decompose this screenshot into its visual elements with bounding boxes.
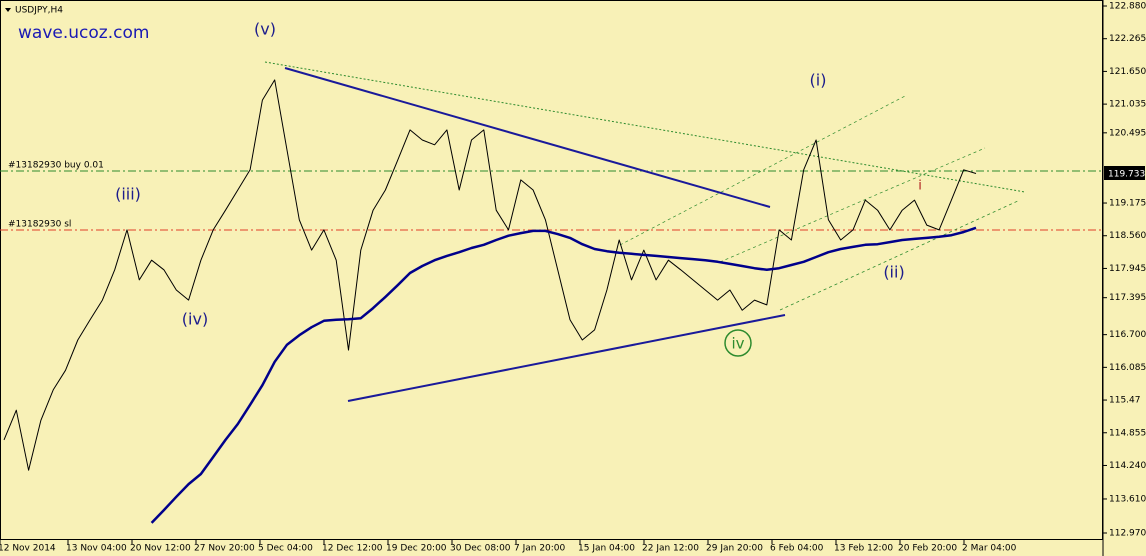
channel-line (779, 199, 1021, 311)
y-tick-label: 120.495 (1109, 128, 1146, 138)
x-tick-label: 12 Nov 2014 (0, 544, 56, 554)
y-tick-label: 114.855 (1109, 428, 1146, 438)
wave-label: (ii) (883, 263, 904, 282)
price-line (3, 79, 977, 471)
wave-label: (v) (254, 20, 276, 39)
y-tick-label: 115.47 (1109, 396, 1141, 406)
x-tick-label: 7 Jan 20:00 (514, 544, 566, 554)
y-tick-label: 113.610 (1109, 494, 1146, 504)
y-tick-label: 122.265 (1109, 34, 1146, 44)
y-tick-label: 119.175 (1109, 199, 1146, 209)
trend-line (264, 61, 1026, 193)
triangle-line (347, 314, 786, 402)
x-tick-label: 29 Jan 20:00 (706, 544, 763, 554)
y-tick-label: 116.085 (1109, 363, 1146, 373)
y-tick-label: 114.240 (1109, 461, 1146, 471)
x-tick-label: 12 Dec 12:00 (322, 544, 383, 554)
x-tick-label: 15 Jan 04:00 (578, 544, 635, 554)
x-tick-label: 20 Feb 20:00 (898, 544, 957, 554)
triangle-line (284, 67, 771, 208)
wave-label: (iv) (182, 310, 208, 329)
x-tick-label: 6 Feb 04:00 (770, 544, 824, 554)
x-tick-label: 2 Mar 04:00 (962, 544, 1017, 554)
order-label: #13182930 sl (8, 220, 71, 230)
y-tick-label: 117.395 (1109, 293, 1146, 303)
x-tick-label: 20 Nov 12:00 (130, 544, 191, 554)
channel-line (719, 147, 986, 263)
wave-label: iv (731, 335, 744, 353)
x-tick-label: 30 Dec 08:00 (450, 544, 511, 554)
y-tick-label: 121.035 (1109, 100, 1146, 110)
chart-title: USDJPY,H4 (15, 6, 63, 16)
watermark: wave.ucoz.com (18, 23, 149, 43)
x-tick-label: 13 Feb 12:00 (834, 544, 893, 554)
wave-circle (724, 329, 752, 357)
order-label: #13182930 buy 0.01 (8, 161, 104, 171)
x-tick-label: 13 Nov 04:00 (66, 544, 127, 554)
wave-label: i (918, 179, 922, 194)
y-tick-label: 112.970 (1109, 529, 1146, 539)
y-tick-label: 117.945 (1109, 264, 1146, 274)
moving-average (150, 226, 977, 524)
menu-arrow (5, 8, 11, 12)
x-tick-label: 19 Dec 20:00 (386, 544, 447, 554)
wave-label: (i) (810, 71, 827, 90)
y-tick-label: 122.880 (1109, 2, 1146, 12)
y-tick-label: 116.700 (1109, 330, 1146, 340)
y-tick-label: 118.560 (1109, 231, 1146, 241)
last-price-box (1104, 166, 1145, 180)
wave-label: (iii) (115, 185, 141, 204)
last-price-label: 119.733 (1108, 170, 1145, 180)
x-tick-label: 5 Dec 04:00 (258, 544, 313, 554)
x-tick-label: 22 Jan 12:00 (642, 544, 699, 554)
x-tick-label: 27 Nov 20:00 (194, 544, 255, 554)
y-tick-label: 121.650 (1109, 67, 1146, 77)
